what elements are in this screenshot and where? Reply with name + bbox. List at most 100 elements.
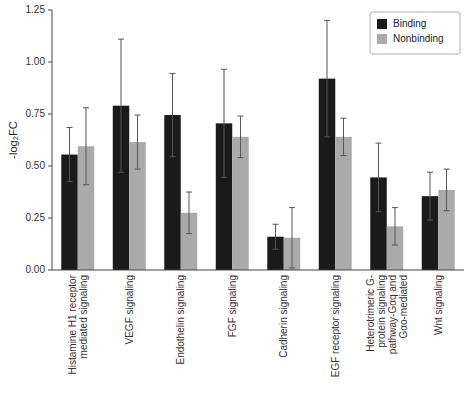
x-tick-label-line: Heterotrimeric G- [365, 275, 376, 352]
error-cap [273, 224, 279, 225]
y-tick [48, 62, 52, 63]
x-tick-label-line: Gαo-mediated [398, 275, 409, 339]
error-cap [427, 220, 433, 221]
error-cap [170, 73, 176, 74]
x-tick-label: VEGF signaling [124, 275, 135, 344]
x-tick-label: Cadherin signaling [278, 275, 289, 358]
legend-swatch [377, 19, 387, 29]
error-cap [67, 127, 73, 128]
legend: Binding Nonbinding [370, 12, 460, 54]
y-tick-label: 1.25 [26, 4, 46, 15]
x-tick-label-line: EGF receptor signaling [330, 275, 341, 377]
error-cap [443, 169, 449, 170]
x-tick-label: Endothelin signaling [175, 275, 186, 365]
error-cap [289, 207, 295, 208]
x-tick-label: Heterotrimeric G-protein signalingpathwa… [365, 275, 409, 354]
x-tick-label-line: mediated signaling [78, 275, 89, 358]
error-cap [392, 207, 398, 208]
error-line [240, 116, 241, 158]
error-bar [324, 20, 330, 136]
legend-frame [370, 12, 460, 54]
error-cap [237, 116, 243, 117]
error-cap [340, 118, 346, 119]
error-line [327, 20, 328, 136]
chart: 0.00 0.25 0.50 0.75 1.00 1.25 Histamine H1 rec… [0, 0, 474, 397]
x-tick-label-line: pathway-Gαq and [387, 275, 398, 354]
x-tick-label: EGF receptor signaling [330, 275, 341, 377]
x-tick-label-line: Cadherin signaling [278, 275, 289, 358]
error-cap [340, 155, 346, 156]
legend-label: Nonbinding [393, 33, 444, 44]
error-cap [289, 267, 295, 268]
y-tick [48, 10, 52, 11]
legend-swatch [377, 34, 387, 44]
error-line [275, 224, 276, 249]
error-cap [376, 211, 382, 212]
error-cap [186, 233, 192, 234]
x-tick-label-line: VEGF signaling [124, 275, 135, 344]
error-bar [221, 69, 227, 177]
x-tick-label-line: Histamine H1 receptor [67, 274, 78, 374]
error-bar [340, 118, 346, 155]
error-bar [83, 108, 89, 185]
error-cap [237, 157, 243, 158]
error-cap [170, 156, 176, 157]
error-bar [118, 39, 124, 172]
error-cap [273, 249, 279, 250]
error-cap [221, 69, 227, 70]
error-cap [427, 172, 433, 173]
error-line [446, 169, 447, 211]
y-axis [52, 10, 53, 270]
y-tick [48, 218, 52, 219]
error-line [430, 172, 431, 220]
x-tick-label-line: Endothelin signaling [175, 275, 186, 365]
error-cap [67, 181, 73, 182]
error-line [172, 73, 173, 156]
y-axis-label: -log₂FC [7, 121, 19, 158]
error-bar [186, 192, 192, 234]
error-line [224, 69, 225, 177]
y-tick-label: 0.00 [26, 264, 46, 275]
y-tick-label: 1.00 [26, 56, 46, 67]
error-bar [237, 116, 243, 158]
x-tick-label: Wnt signaling [433, 275, 444, 335]
y-tick [48, 270, 52, 271]
y-tick [48, 166, 52, 167]
error-cap [221, 177, 227, 178]
error-line [69, 128, 70, 182]
error-bar [289, 208, 295, 268]
x-tick-label-line: protein signaling [376, 275, 387, 348]
error-cap [118, 39, 124, 40]
error-cap [83, 107, 89, 108]
error-line [394, 208, 395, 245]
error-bar [170, 73, 176, 156]
y-tick-label: 0.50 [26, 160, 46, 171]
error-line [188, 192, 189, 234]
error-line [121, 39, 122, 172]
error-cap [134, 115, 140, 116]
legend-label: Binding [393, 18, 426, 29]
y-tick-label: 0.25 [26, 212, 46, 223]
error-line [378, 143, 379, 212]
x-tick-label-line: Wnt signaling [433, 275, 444, 335]
y-tick [48, 114, 52, 115]
bar [335, 137, 351, 270]
error-cap [324, 136, 330, 137]
x-tick-label: Histamine H1 receptormediated signaling [67, 274, 89, 374]
error-bar [273, 224, 279, 249]
error-bar [427, 172, 433, 220]
error-cap [392, 245, 398, 246]
error-cap [443, 210, 449, 211]
y-tick-label: 0.75 [26, 108, 46, 119]
x-tick-label: FGF signaling [227, 275, 238, 337]
error-bar [134, 115, 140, 169]
error-line [343, 118, 344, 155]
error-cap [376, 143, 382, 144]
error-cap [324, 20, 330, 21]
x-axis [52, 270, 464, 271]
error-line [291, 208, 292, 268]
bars [61, 20, 454, 270]
error-line [137, 115, 138, 169]
error-bar [392, 208, 398, 245]
error-bar [376, 143, 382, 212]
